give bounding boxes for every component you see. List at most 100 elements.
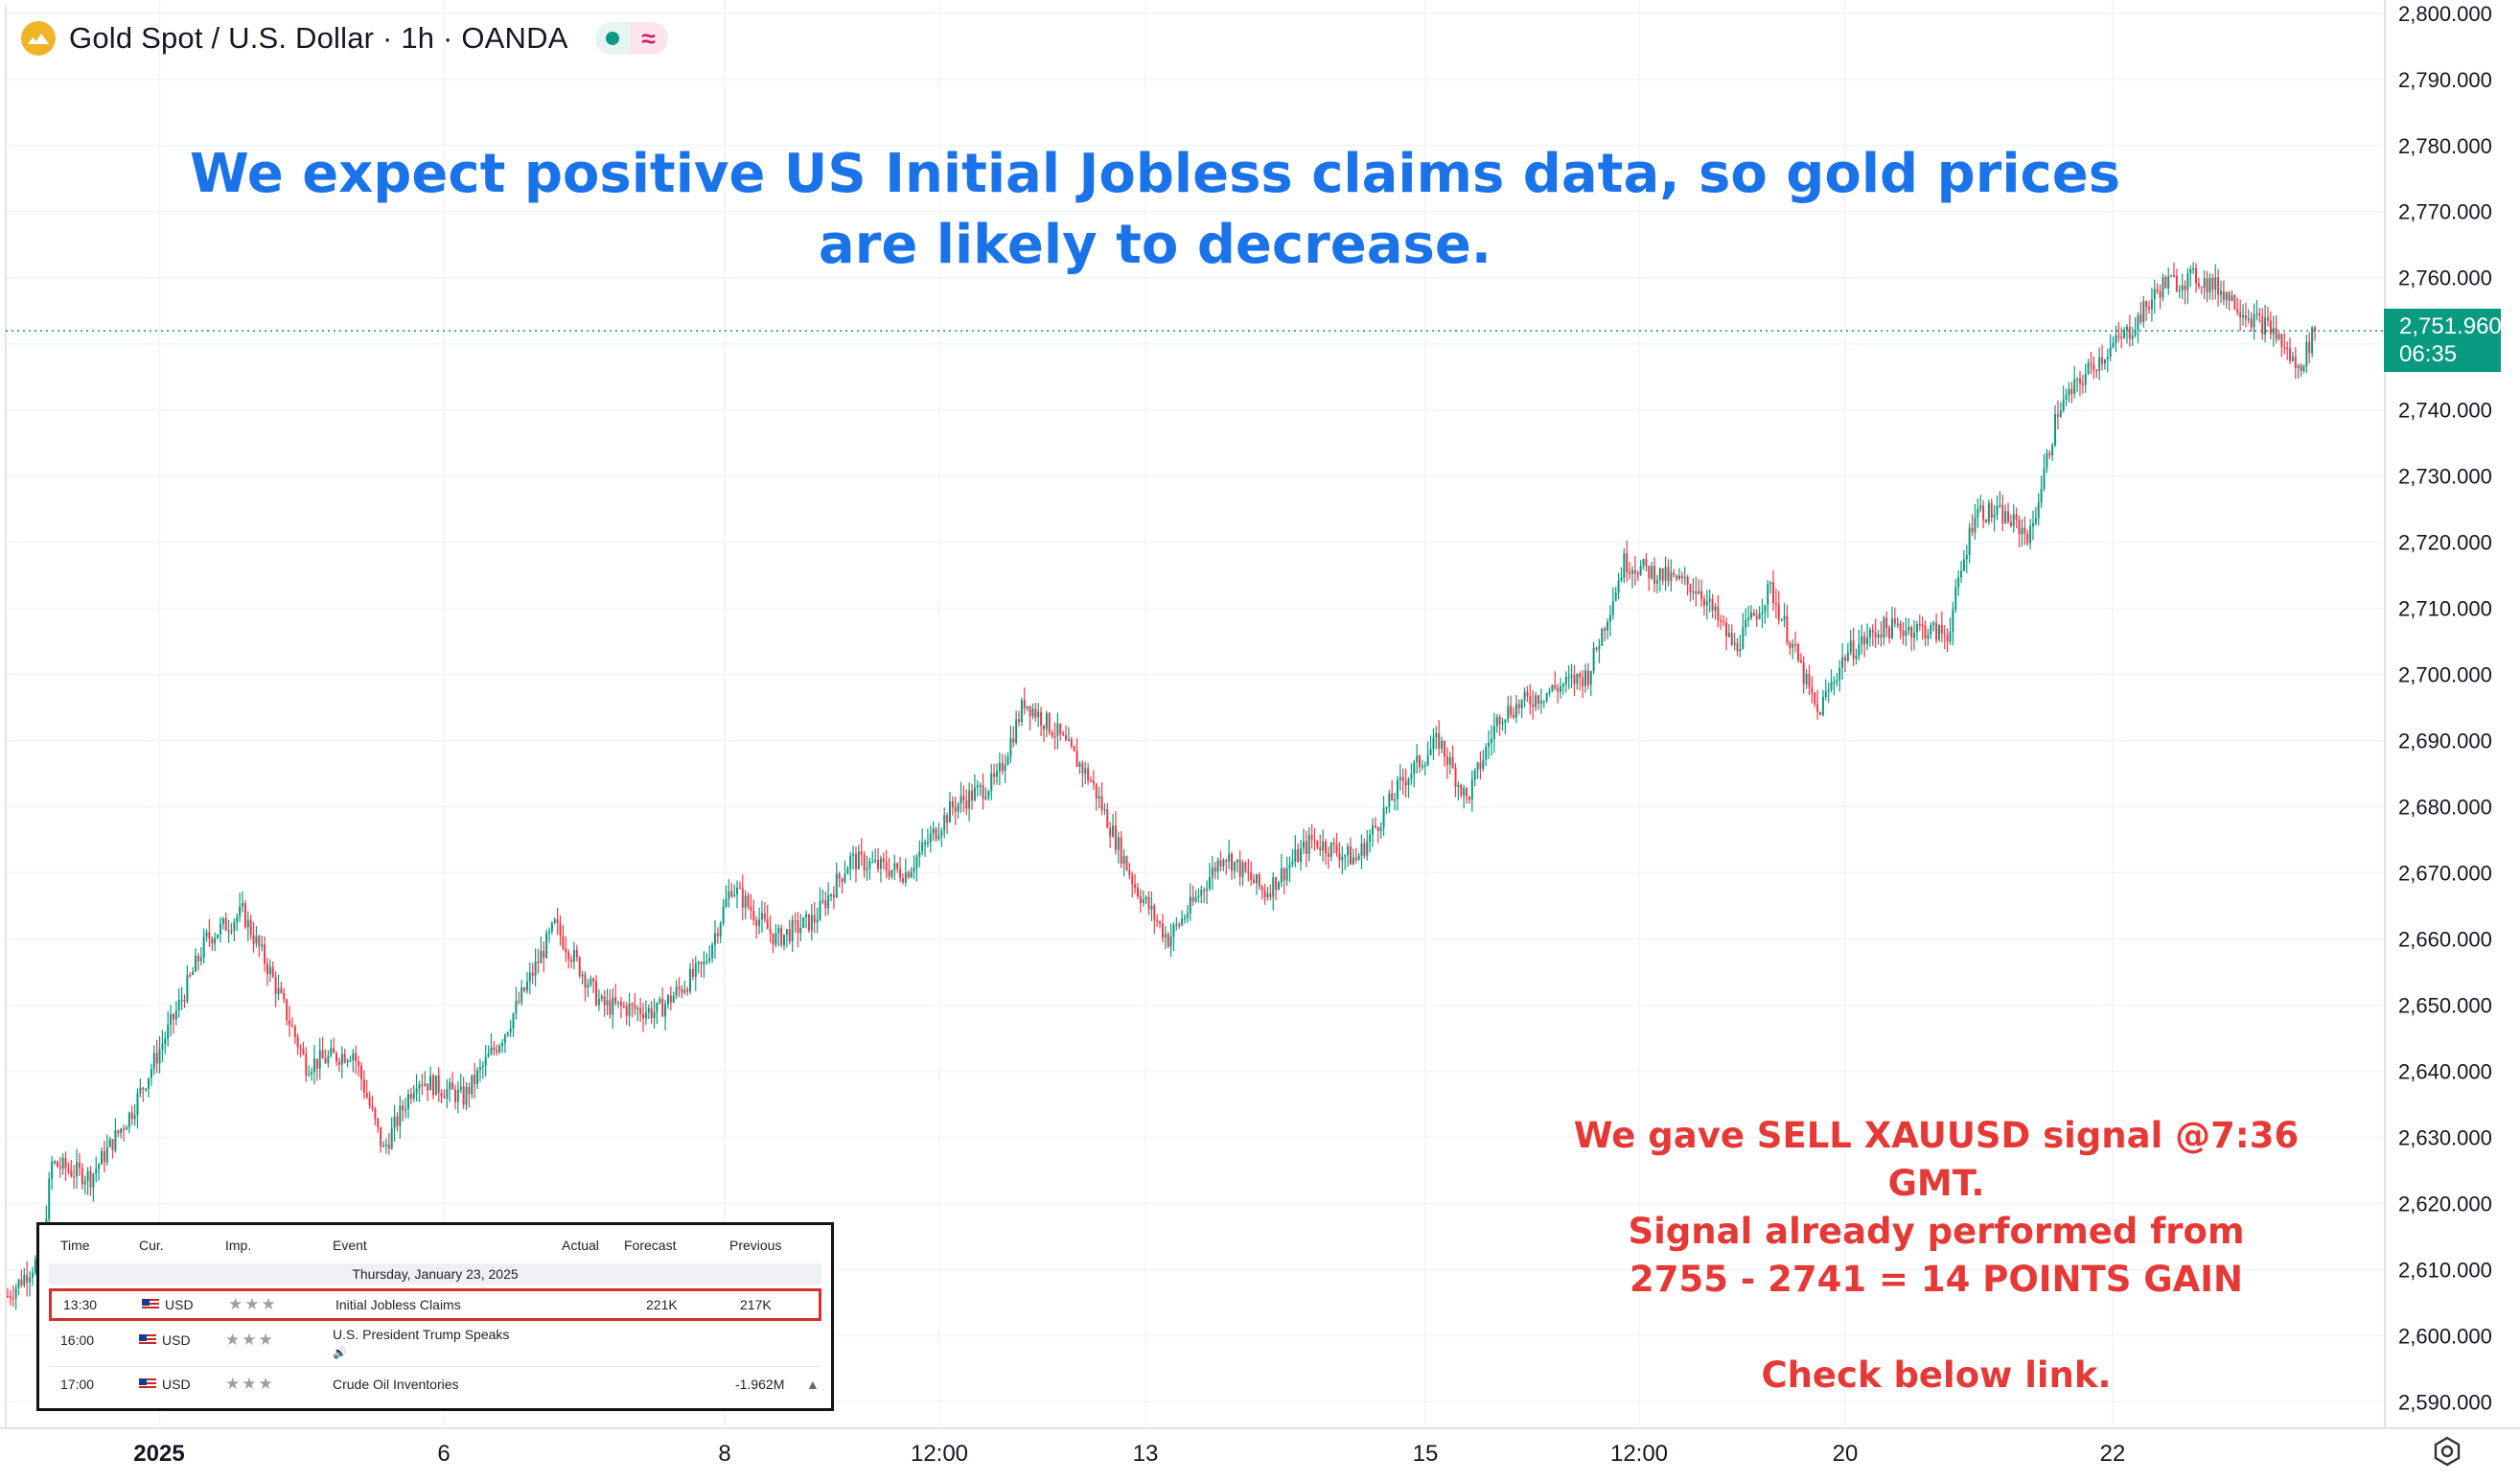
- row-event[interactable]: U.S. President Trump Speaks: [333, 1327, 510, 1342]
- candle-body: [1885, 617, 1888, 629]
- candle-body: [1042, 726, 1045, 729]
- candle: [1084, 761, 1087, 785]
- candle: [835, 862, 838, 899]
- candle: [1838, 660, 1841, 692]
- candle: [678, 977, 681, 997]
- candle: [1777, 590, 1780, 625]
- candle-body: [1338, 852, 1341, 861]
- candle-body: [299, 1047, 302, 1050]
- candle-body: [1692, 590, 1695, 593]
- candle-body: [1009, 738, 1012, 757]
- candle: [547, 927, 550, 943]
- speaker-icon[interactable]: 🔊: [333, 1346, 347, 1359]
- candle-body: [1838, 667, 1841, 681]
- status-pill[interactable]: ≈: [594, 22, 668, 55]
- candle: [854, 846, 857, 883]
- candle: [249, 915, 252, 940]
- candle: [1907, 617, 1910, 636]
- candle-body: [1313, 839, 1316, 841]
- candle: [1601, 627, 1604, 646]
- candle: [1670, 559, 1673, 592]
- candle-body: [1739, 649, 1742, 652]
- candle: [2123, 326, 2126, 339]
- candle-body: [1354, 857, 1357, 860]
- candle: [437, 1067, 440, 1102]
- candle: [2112, 336, 2115, 349]
- candle: [58, 1156, 61, 1178]
- candle: [509, 1019, 512, 1038]
- candle-body: [1567, 677, 1570, 679]
- candle: [2286, 341, 2289, 360]
- candle-body: [1432, 737, 1435, 750]
- candle: [476, 1067, 479, 1090]
- candle-body: [2007, 511, 2010, 522]
- candle-body: [487, 1054, 490, 1057]
- candle-body: [2134, 330, 2137, 336]
- candle-body: [290, 1025, 293, 1027]
- candle: [308, 1065, 311, 1077]
- candle-body: [1322, 841, 1325, 851]
- candle: [666, 993, 669, 1009]
- candle-body: [1184, 917, 1187, 919]
- candle: [868, 858, 871, 880]
- candle: [518, 991, 520, 1005]
- candle: [1816, 689, 1819, 720]
- candle-body: [1291, 861, 1294, 866]
- candle-body: [434, 1075, 437, 1096]
- candle-body: [12, 1298, 14, 1300]
- candle: [1089, 776, 1092, 782]
- wave-icon[interactable]: ≈: [629, 22, 668, 55]
- candle: [2294, 347, 2297, 380]
- candle-body: [1178, 923, 1181, 926]
- candle: [271, 961, 274, 979]
- candle-body: [728, 891, 730, 899]
- candle-body: [1537, 695, 1539, 704]
- calendar-row[interactable]: 13:30 USD ★★★ Initial Jobless Claims 221…: [49, 1288, 821, 1321]
- candle: [1142, 890, 1144, 907]
- candle-body: [763, 913, 766, 919]
- calendar-row[interactable]: 17:00 USD ★★★ Crude Oil Inventories -1.9…: [49, 1369, 821, 1400]
- candle: [219, 916, 221, 943]
- candle: [2054, 405, 2057, 448]
- candle: [1504, 719, 1507, 734]
- candle-body: [1501, 722, 1504, 725]
- symbol-title[interactable]: Gold Spot / U.S. Dollar · 1h · OANDA: [69, 21, 568, 55]
- candle: [1789, 640, 1792, 656]
- candle-body: [1225, 860, 1228, 862]
- candle-body: [2203, 278, 2206, 289]
- candle: [2181, 273, 2184, 300]
- candle: [312, 1044, 315, 1085]
- candle: [1883, 615, 1885, 646]
- settings-icon[interactable]: [2431, 1435, 2463, 1468]
- candle-body: [1255, 874, 1258, 884]
- candle: [534, 948, 537, 986]
- candle: [335, 1051, 338, 1067]
- row-event[interactable]: Initial Jobless Claims: [335, 1297, 461, 1312]
- candle-body: [852, 853, 855, 856]
- candle: [1329, 842, 1332, 862]
- row-forecast: 221K: [646, 1297, 678, 1312]
- price-axis: 2,590.0002,600.0002,610.0002,620.0002,63…: [2398, 2, 2492, 1415]
- candle: [813, 901, 816, 934]
- candle-body: [1305, 841, 1307, 854]
- row-event[interactable]: Crude Oil Inventories: [333, 1377, 459, 1392]
- candle-body: [2277, 334, 2280, 339]
- candle: [409, 1087, 412, 1104]
- candle: [597, 989, 600, 1011]
- calendar-row[interactable]: 16:00 USD ★★★ U.S. President Trump Speak…: [49, 1325, 821, 1367]
- bell-icon[interactable]: ▲: [806, 1377, 820, 1392]
- candle-body: [1957, 577, 1960, 588]
- candle-body: [1927, 634, 1930, 639]
- candle: [61, 1153, 64, 1175]
- candle-body: [437, 1075, 440, 1094]
- candle: [2078, 370, 2081, 397]
- candle: [2148, 301, 2151, 314]
- candle: [1233, 861, 1236, 879]
- candle-body: [1150, 905, 1153, 910]
- gold-coin-icon[interactable]: [21, 21, 56, 56]
- candle-body: [2167, 276, 2170, 289]
- candle-body: [1996, 506, 1999, 515]
- candle-body: [2302, 366, 2305, 372]
- candle-body: [636, 1007, 639, 1010]
